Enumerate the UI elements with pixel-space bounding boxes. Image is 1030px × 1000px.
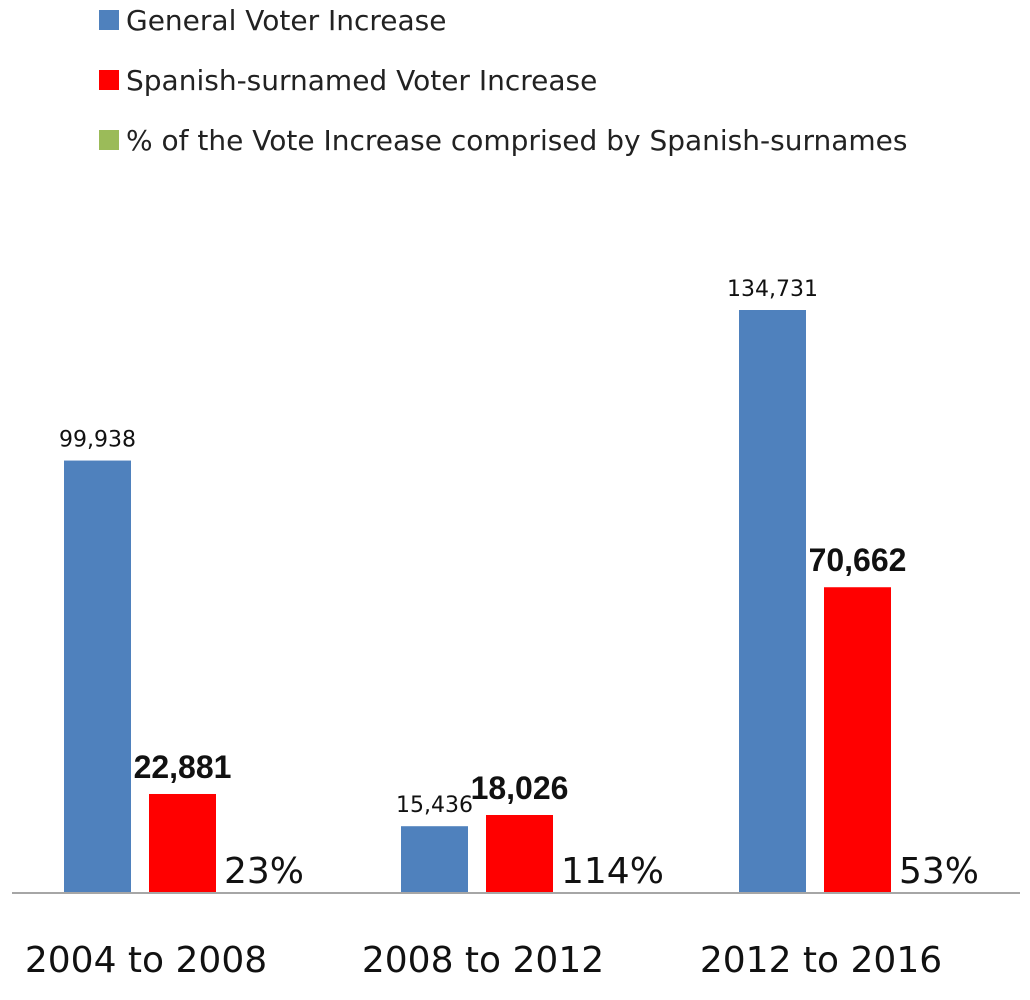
x-axis-labels: 2004 to 2008 2008 to 2012 2012 to 2016 (25, 940, 942, 981)
legend: General Voter Increase Spanish-surnamed V… (99, 4, 907, 157)
category-label-1: 2004 to 2008 (25, 940, 267, 981)
bar-spanish-3 (824, 587, 891, 893)
category-label-2: 2008 to 2012 (362, 940, 604, 981)
data-label-general-3: 134,731 (727, 277, 818, 302)
data-label-percent-2: 114% (561, 851, 664, 892)
bar-general-3 (739, 310, 806, 893)
legend-label-3: % of the Vote Increase comprised by Span… (126, 124, 907, 157)
data-label-spanish-3: 70,662 (809, 542, 907, 578)
bar-spanish-1 (149, 793, 216, 893)
legend-label-1: General Voter Increase (126, 4, 446, 37)
data-label-spanish-2: 18,026 (471, 770, 569, 806)
bar-spanish-2 (486, 814, 553, 893)
bar-general-1 (64, 460, 131, 893)
data-label-percent-1: 23% (224, 851, 304, 892)
legend-label-2: Spanish-surnamed Voter Increase (126, 64, 597, 97)
category-label-3: 2012 to 2016 (700, 940, 942, 981)
bar-general-2 (401, 826, 468, 893)
data-label-percent-3: 53% (899, 851, 979, 892)
legend-swatch-1 (99, 10, 119, 30)
data-label-spanish-1: 22,881 (134, 749, 232, 785)
legend-swatch-2 (99, 70, 119, 90)
data-label-general-2: 15,436 (396, 793, 473, 818)
data-label-general-1: 99,938 (59, 428, 136, 453)
legend-swatch-3 (99, 130, 119, 150)
